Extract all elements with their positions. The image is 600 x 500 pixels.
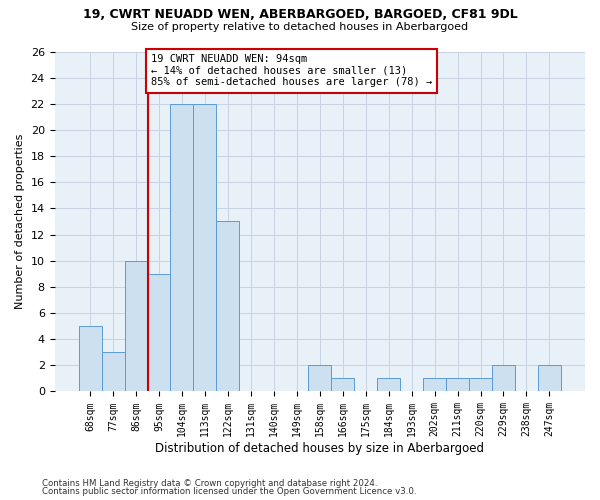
- Bar: [492, 366, 515, 392]
- X-axis label: Distribution of detached houses by size in Aberbargoed: Distribution of detached houses by size …: [155, 442, 484, 455]
- Bar: [101, 352, 125, 392]
- Bar: [79, 326, 101, 392]
- Bar: [377, 378, 400, 392]
- Bar: [538, 366, 561, 392]
- Bar: [217, 222, 239, 392]
- Text: Contains public sector information licensed under the Open Government Licence v3: Contains public sector information licen…: [42, 487, 416, 496]
- Text: 19, CWRT NEUADD WEN, ABERBARGOED, BARGOED, CF81 9DL: 19, CWRT NEUADD WEN, ABERBARGOED, BARGOE…: [83, 8, 517, 20]
- Bar: [125, 260, 148, 392]
- Bar: [170, 104, 193, 392]
- Bar: [308, 366, 331, 392]
- Text: Contains HM Land Registry data © Crown copyright and database right 2024.: Contains HM Land Registry data © Crown c…: [42, 478, 377, 488]
- Bar: [446, 378, 469, 392]
- Bar: [469, 378, 492, 392]
- Bar: [423, 378, 446, 392]
- Bar: [331, 378, 354, 392]
- Bar: [148, 274, 170, 392]
- Bar: [193, 104, 217, 392]
- Text: 19 CWRT NEUADD WEN: 94sqm
← 14% of detached houses are smaller (13)
85% of semi-: 19 CWRT NEUADD WEN: 94sqm ← 14% of detac…: [151, 54, 432, 88]
- Y-axis label: Number of detached properties: Number of detached properties: [15, 134, 25, 309]
- Text: Size of property relative to detached houses in Aberbargoed: Size of property relative to detached ho…: [131, 22, 469, 32]
